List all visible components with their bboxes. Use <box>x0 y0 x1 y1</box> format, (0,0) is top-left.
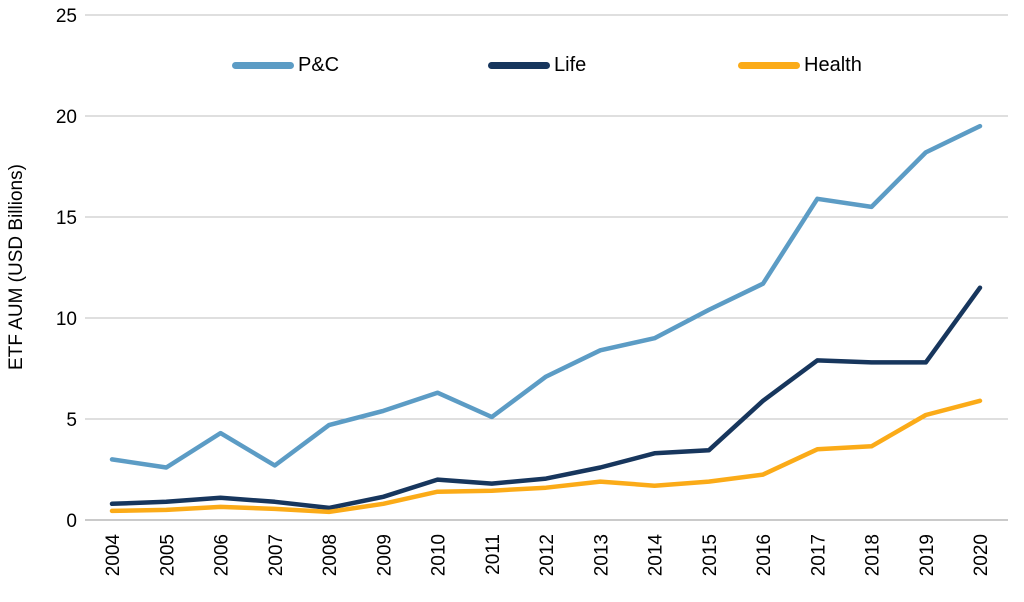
x-tick-label: 2012 <box>537 534 558 576</box>
x-tick-label: 2013 <box>591 534 612 576</box>
x-tick-label: 2014 <box>646 534 667 577</box>
y-tick-label: 5 <box>66 410 77 431</box>
x-tick-label: 2019 <box>917 534 938 576</box>
x-tick-label: 2016 <box>754 534 775 576</box>
legend-label: P&C <box>298 53 340 76</box>
x-tick-label: 2008 <box>320 534 341 576</box>
legend-label: Life <box>554 53 587 76</box>
y-tick-label: 20 <box>56 107 77 128</box>
series-line-health <box>109 398 983 515</box>
x-tick-label: 2017 <box>808 534 829 576</box>
x-tick-label: 2005 <box>157 534 178 576</box>
x-tick-label: 2009 <box>374 534 395 576</box>
x-tick-label: 2011 <box>483 534 504 575</box>
legend-swatch-health <box>738 61 800 69</box>
x-tick-label: 2007 <box>266 534 287 576</box>
legend-item-p-c: P&C <box>232 52 339 78</box>
series-line-life <box>109 285 983 511</box>
legend-item-health: Health <box>738 52 862 78</box>
legend-item-life: Life <box>488 52 586 78</box>
legend-swatch-life <box>488 61 550 69</box>
x-tick-label: 2006 <box>212 534 233 576</box>
y-tick-label: 10 <box>56 309 77 330</box>
series-line-p-c <box>109 123 983 470</box>
x-tick-label: 2004 <box>103 534 124 577</box>
x-tick-label: 2010 <box>429 534 450 576</box>
legend-swatch-p-c <box>232 61 294 69</box>
y-tick-label: 0 <box>66 511 77 532</box>
y-axis-title: ETF AUM (USD Billions) <box>6 164 27 370</box>
x-tick-label: 2020 <box>971 534 992 576</box>
y-tick-label: 15 <box>56 208 77 229</box>
x-tick-label: 2018 <box>863 534 884 576</box>
y-tick-label: 25 <box>56 6 77 27</box>
legend: P&C Life Health <box>0 52 1024 78</box>
x-tick-label: 2015 <box>700 534 721 576</box>
legend-label: Health <box>804 53 862 76</box>
